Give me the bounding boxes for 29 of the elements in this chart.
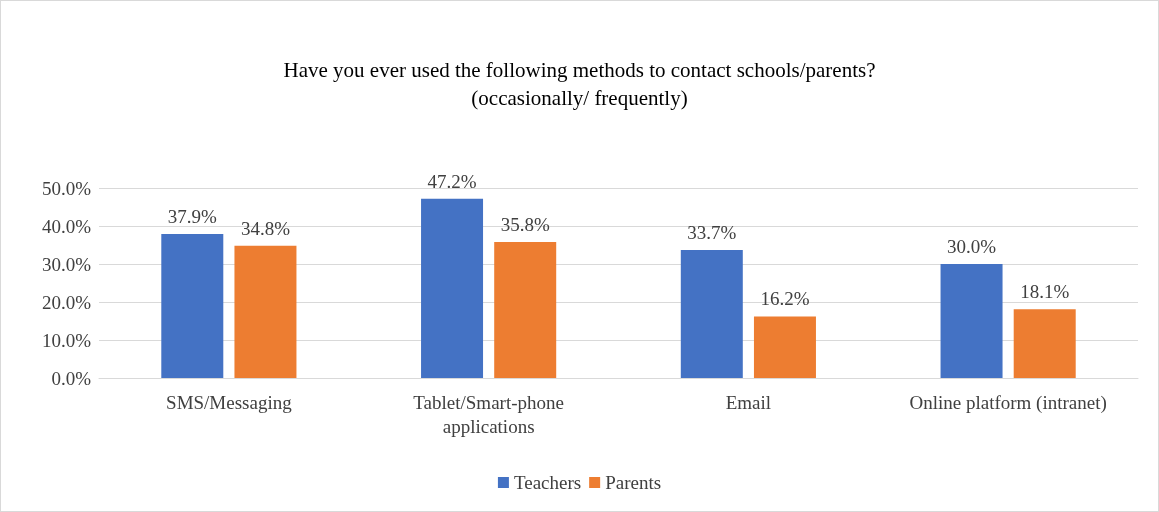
x-tick-label: Online platform (intranet)	[909, 391, 1107, 414]
data-label: 37.9%	[167, 205, 218, 227]
bar	[753, 316, 816, 378]
data-label: 18.1%	[1020, 281, 1070, 303]
legend-label: Parents	[605, 472, 662, 493]
bar	[940, 264, 1003, 378]
bar	[1013, 309, 1076, 378]
bar	[234, 245, 297, 378]
x-tick-label: Tablet/Smart-phone applications	[413, 391, 564, 437]
chart-title: Have you ever used the following methods to contact schools/parents? (occasionally/ frequently)	[283, 58, 876, 110]
y-tick-label: 30.0%	[41, 253, 92, 275]
bar	[494, 241, 557, 378]
data-label: 47.2%	[427, 170, 477, 192]
data-label: 30.0%	[947, 236, 997, 257]
data-label: 16.2%	[760, 288, 810, 310]
data-label: 33.7%	[687, 221, 737, 243]
bar	[680, 249, 743, 378]
data-label: 35.8%	[500, 213, 550, 235]
y-tick-label: 50.0%	[41, 177, 92, 199]
y-tick-label: 40.0%	[41, 215, 92, 237]
y-tick-label: 0.0%	[51, 367, 92, 389]
bar	[161, 233, 224, 378]
bar	[421, 198, 484, 378]
legend-label: Teachers	[513, 472, 582, 493]
data-label: 34.8%	[240, 217, 291, 239]
x-tick-label: Email	[725, 391, 772, 413]
x-tick-label: SMS/Messaging	[166, 391, 293, 413]
y-tick-label: 20.0%	[41, 291, 92, 313]
y-tick-label: 10.0%	[41, 329, 92, 351]
